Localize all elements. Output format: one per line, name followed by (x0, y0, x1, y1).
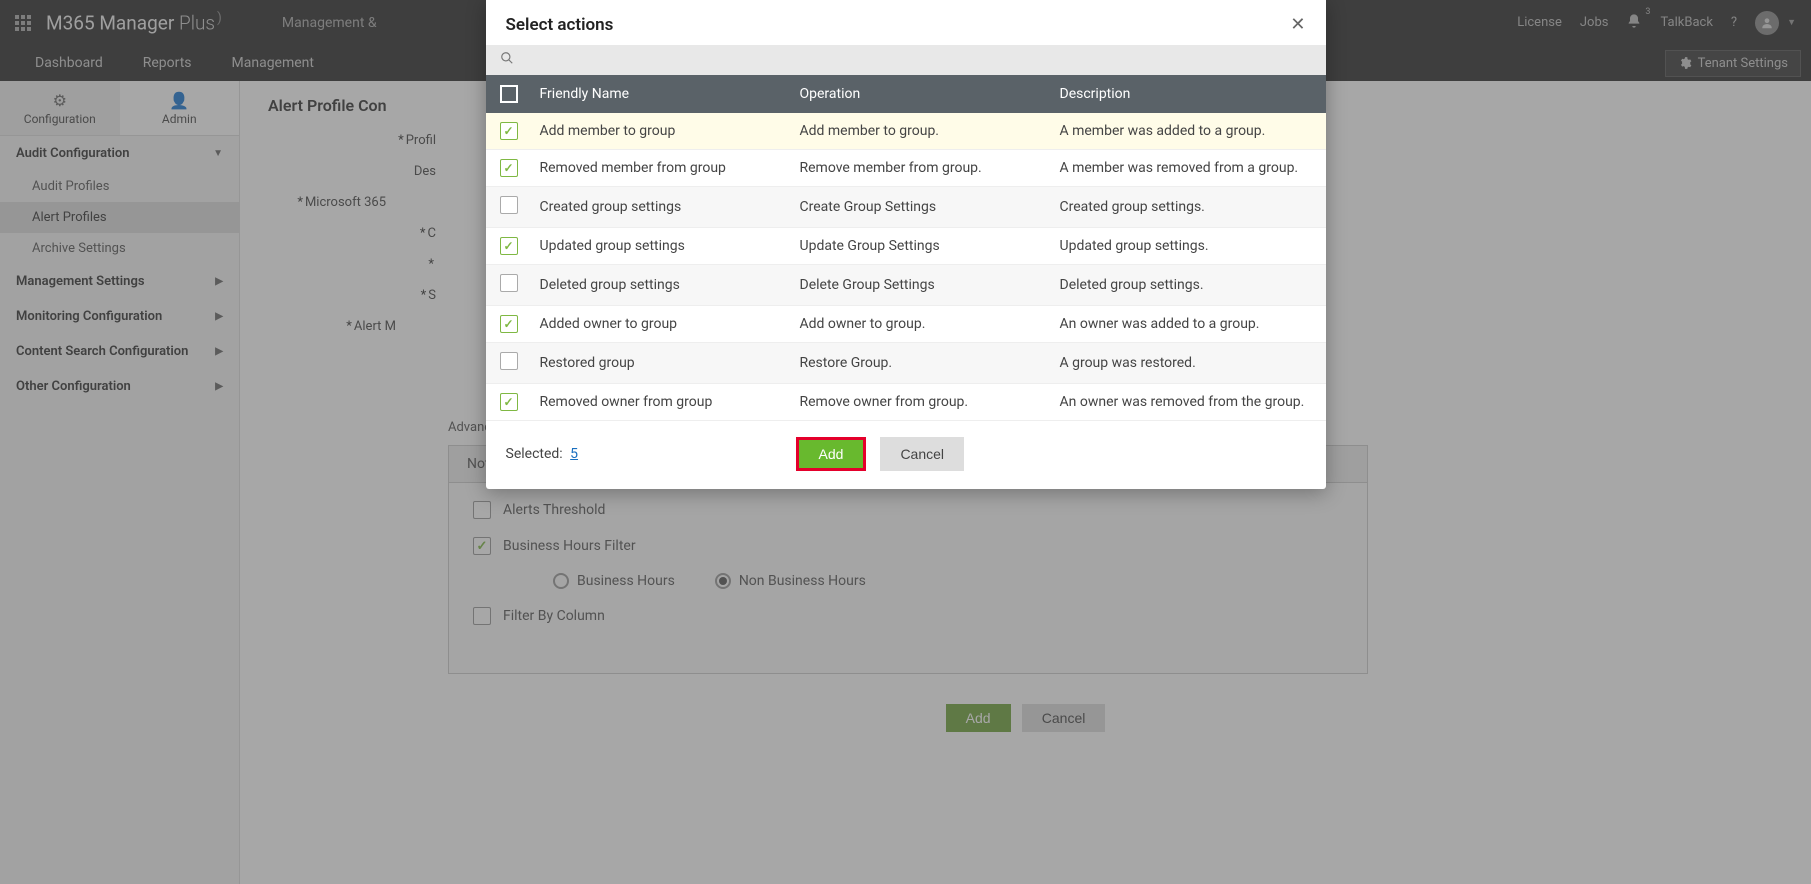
selected-text: Selected: 5 (506, 446, 579, 462)
modal-add-button[interactable]: Add (796, 437, 867, 471)
modal-footer: Selected: 5 Add Cancel (486, 421, 1326, 489)
row-description: Deleted group settings. (1060, 277, 1312, 293)
action-row[interactable]: Deleted group settingsDelete Group Setti… (486, 265, 1326, 306)
action-row[interactable]: Removed member from groupRemove member f… (486, 150, 1326, 187)
select-all-checkbox[interactable] (500, 85, 518, 103)
action-row[interactable]: Added owner to groupAdd owner to group.A… (486, 306, 1326, 343)
modal-cancel-button[interactable]: Cancel (880, 437, 964, 471)
row-operation: Remove owner from group. (800, 394, 1060, 410)
row-name: Deleted group settings (540, 277, 800, 293)
row-name: Created group settings (540, 199, 800, 215)
col-header-name: Friendly Name (540, 86, 800, 102)
row-name: Added owner to group (540, 316, 800, 332)
row-name: Updated group settings (540, 238, 800, 254)
modal-header: Select actions ✕ (486, 0, 1326, 45)
modal-table-head: Friendly Name Operation Description (486, 75, 1326, 113)
row-checkbox[interactable] (500, 122, 518, 140)
row-name: Add member to group (540, 123, 800, 139)
row-operation: Update Group Settings (800, 238, 1060, 254)
col-header-operation: Operation (800, 86, 1060, 102)
row-description: A member was removed from a group. (1060, 160, 1312, 176)
row-name: Restored group (540, 355, 800, 371)
modal-search-bar[interactable] (486, 45, 1326, 75)
action-row[interactable]: Restored groupRestore Group.A group was … (486, 343, 1326, 384)
selected-label: Selected: (506, 446, 563, 462)
row-name: Removed member from group (540, 160, 800, 176)
select-actions-modal: Select actions ✕ Friendly Name Operation… (486, 0, 1326, 489)
row-operation: Add owner to group. (800, 316, 1060, 332)
action-row[interactable]: Updated group settingsUpdate Group Setti… (486, 228, 1326, 265)
row-checkbox[interactable] (500, 274, 518, 292)
row-description: Updated group settings. (1060, 238, 1312, 254)
row-operation: Delete Group Settings (800, 277, 1060, 293)
row-checkbox[interactable] (500, 159, 518, 177)
action-row[interactable]: Add member to groupAdd member to group.A… (486, 113, 1326, 150)
row-checkbox[interactable] (500, 196, 518, 214)
action-row[interactable]: Created group settingsCreate Group Setti… (486, 187, 1326, 228)
row-description: An owner was removed from the group. (1060, 394, 1312, 410)
row-checkbox[interactable] (500, 352, 518, 370)
modal-footer-buttons: Add Cancel (796, 437, 969, 471)
action-row[interactable]: Removed owner from groupRemove owner fro… (486, 384, 1326, 421)
row-description: A group was restored. (1060, 355, 1312, 371)
row-checkbox[interactable] (500, 315, 518, 333)
modal-rows: Add member to groupAdd member to group.A… (486, 113, 1326, 421)
row-description: A member was added to a group. (1060, 123, 1312, 139)
row-operation: Restore Group. (800, 355, 1060, 371)
row-operation: Add member to group. (800, 123, 1060, 139)
row-description: Created group settings. (1060, 199, 1312, 215)
col-header-description: Description (1060, 86, 1312, 102)
row-operation: Remove member from group. (800, 160, 1060, 176)
modal-close-icon[interactable]: ✕ (1290, 14, 1305, 35)
row-checkbox[interactable] (500, 393, 518, 411)
selected-count-link[interactable]: 5 (570, 446, 578, 462)
row-description: An owner was added to a group. (1060, 316, 1312, 332)
row-name: Removed owner from group (540, 394, 800, 410)
modal-title: Select actions (506, 15, 614, 35)
row-operation: Create Group Settings (800, 199, 1060, 215)
row-checkbox[interactable] (500, 237, 518, 255)
search-icon (500, 53, 514, 69)
